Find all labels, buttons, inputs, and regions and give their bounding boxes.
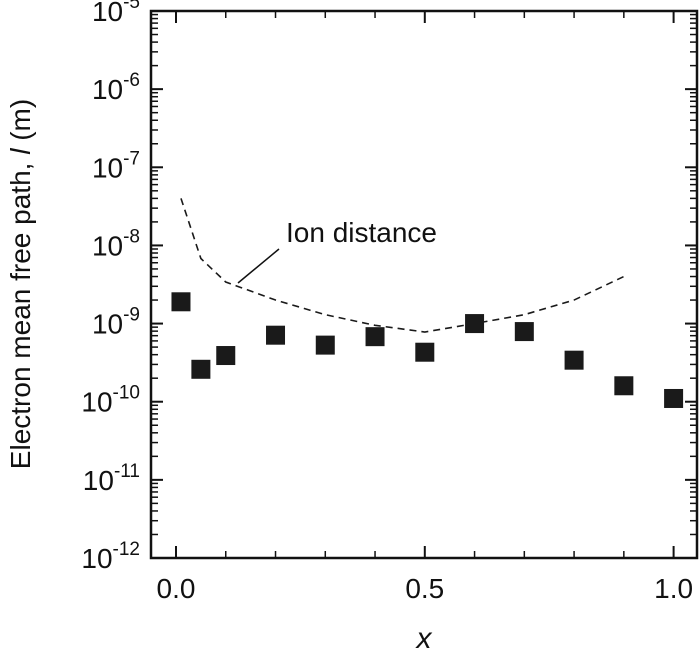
y-tick-label: 10-10 — [81, 383, 140, 418]
y-tick-base: 10 — [92, 309, 123, 340]
data-point-square — [614, 376, 634, 396]
y-tick-base: 10 — [92, 0, 123, 27]
y-tick-base: 10 — [92, 152, 123, 183]
y-tick-exponent: -11 — [114, 461, 140, 482]
y-tick-base: 10 — [81, 543, 112, 574]
data-point-square — [664, 388, 684, 408]
ion-distance-line — [180, 198, 625, 333]
y-tick-label: 10-8 — [92, 226, 140, 261]
y-tick-exponent: -8 — [123, 226, 140, 247]
y-tick-exponent: -10 — [113, 383, 140, 404]
data-point-square — [216, 346, 236, 366]
y-tick-label: 10-9 — [92, 305, 140, 340]
data-point-square — [266, 325, 286, 345]
data-point-square — [365, 327, 385, 347]
y-tick-base: 10 — [83, 465, 114, 496]
y-axis-label-symbol: l — [5, 148, 36, 155]
y-tick-label: 10-12 — [81, 539, 140, 574]
y-tick-base: 10 — [81, 387, 112, 418]
annotation-ion-distance: Ion distance — [286, 217, 437, 248]
y-axis-label-prefix: Electron mean free path, — [5, 155, 36, 469]
y-tick-label: 10-7 — [92, 148, 140, 183]
x-tick-label: 1.0 — [654, 573, 693, 604]
y-tick-label: 10-11 — [83, 461, 140, 496]
data-point-square — [465, 314, 485, 334]
x-tick-label: 0.0 — [157, 573, 196, 604]
y-tick-exponent: -12 — [113, 539, 140, 560]
data-point-square — [514, 322, 534, 342]
plot-frame — [149, 9, 699, 560]
annotation-leader-line — [237, 248, 280, 284]
y-tick-exponent: -7 — [123, 148, 140, 169]
y-axis-label: Electron mean free path, l (m) — [5, 99, 36, 469]
data-point-square — [315, 335, 335, 355]
y-tick-exponent: -5 — [123, 0, 140, 13]
data-point-square — [191, 359, 211, 379]
y-tick-label: 10-6 — [92, 70, 140, 105]
x-tick-label: 0.5 — [405, 573, 444, 604]
data-point-square — [415, 342, 435, 362]
y-tick-base: 10 — [92, 74, 123, 105]
data-point-square — [564, 350, 584, 370]
y-axis-label-suffix: (m) — [5, 99, 36, 149]
y-tick-exponent: -9 — [123, 305, 140, 326]
y-tick-exponent: -6 — [123, 70, 140, 91]
data-point-square — [171, 292, 191, 312]
y-tick-label: 10-5 — [92, 0, 140, 27]
x-axis-label: x — [415, 622, 433, 655]
y-tick-base: 10 — [92, 230, 123, 261]
svg-text:Electron mean free path, l (m): Electron mean free path, l (m) — [5, 99, 36, 469]
